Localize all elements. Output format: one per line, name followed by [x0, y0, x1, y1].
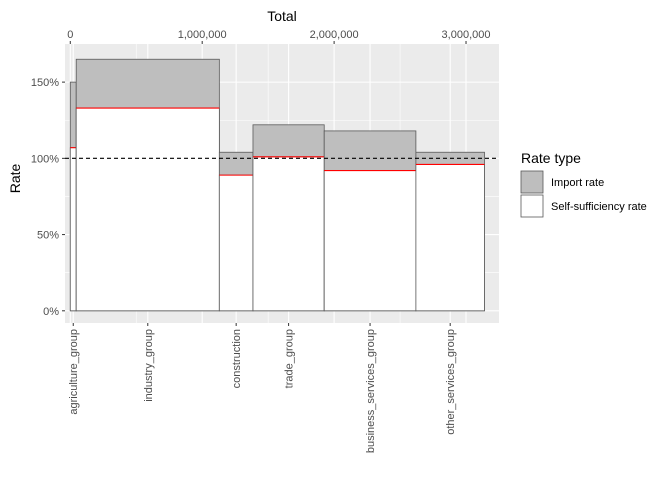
self-sufficiency-bar-industry_group: [75, 107, 220, 312]
x-top-tick-label: 0: [67, 29, 73, 41]
x-top-axis-title: Total: [267, 8, 297, 24]
category-label-other_services_group: other_services_group: [445, 329, 457, 435]
self-sufficiency-bar-business_services_group: [323, 170, 417, 312]
y-ticks: 0% 50% 100% 150%: [31, 77, 65, 318]
legend: Rate type Import rate Self-sufficiency ra…: [520, 150, 647, 218]
category-label-trade_group: trade_group: [284, 329, 296, 388]
y-tick-label: 150%: [31, 77, 59, 89]
legend-key-0: [520, 170, 544, 194]
category-label-construction: construction: [231, 329, 243, 388]
self-sufficiency-bar-construction: [218, 174, 254, 312]
category-label-business_services_group: business_services_group: [365, 329, 377, 453]
y-tick-label: 0%: [43, 306, 59, 318]
self-sufficiency-bar-agriculture_group: [69, 147, 77, 312]
y-tick-label: 100%: [31, 153, 59, 165]
category-label-industry_group: industry_group: [143, 329, 155, 402]
x-top-tick-label: 2,000,000: [310, 29, 359, 41]
legend-label-0: Import rate: [551, 177, 604, 189]
self-sufficiency-bar-other_services_group: [415, 164, 485, 312]
legend-title: Rate type: [521, 150, 581, 166]
legend-label-1: Self-sufficiency rate: [551, 201, 647, 213]
category-label-agriculture_group: agriculture_group: [68, 329, 80, 415]
legend-key-1: [520, 194, 544, 218]
category-labels: agriculture_group industry_group construct…: [68, 323, 457, 453]
y-axis-title: Rate: [7, 164, 23, 194]
x-top-tick-label: 1,000,000: [178, 29, 227, 41]
bars: [69, 58, 485, 312]
self-sufficiency-bar-trade_group: [252, 156, 325, 312]
x-top-ticks: 0 1,000,000 2,000,000 3,000,000: [67, 29, 490, 44]
x-top-tick-label: 3,000,000: [442, 29, 491, 41]
y-tick-label: 50%: [37, 230, 59, 242]
